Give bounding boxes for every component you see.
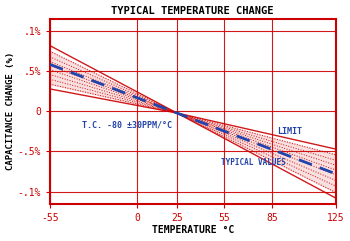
X-axis label: TEMPERATURE °C: TEMPERATURE °C — [152, 225, 234, 235]
Text: T.C. -80 ±30PPM/°C: T.C. -80 ±30PPM/°C — [82, 120, 172, 129]
Y-axis label: CAPACITANCE CHANGE (%): CAPACITANCE CHANGE (%) — [6, 52, 15, 170]
Text: TYPICAL VALUES: TYPICAL VALUES — [221, 158, 286, 167]
Text: LIMIT: LIMIT — [277, 127, 302, 136]
Title: TYPICAL TEMPERATURE CHANGE: TYPICAL TEMPERATURE CHANGE — [112, 6, 274, 16]
